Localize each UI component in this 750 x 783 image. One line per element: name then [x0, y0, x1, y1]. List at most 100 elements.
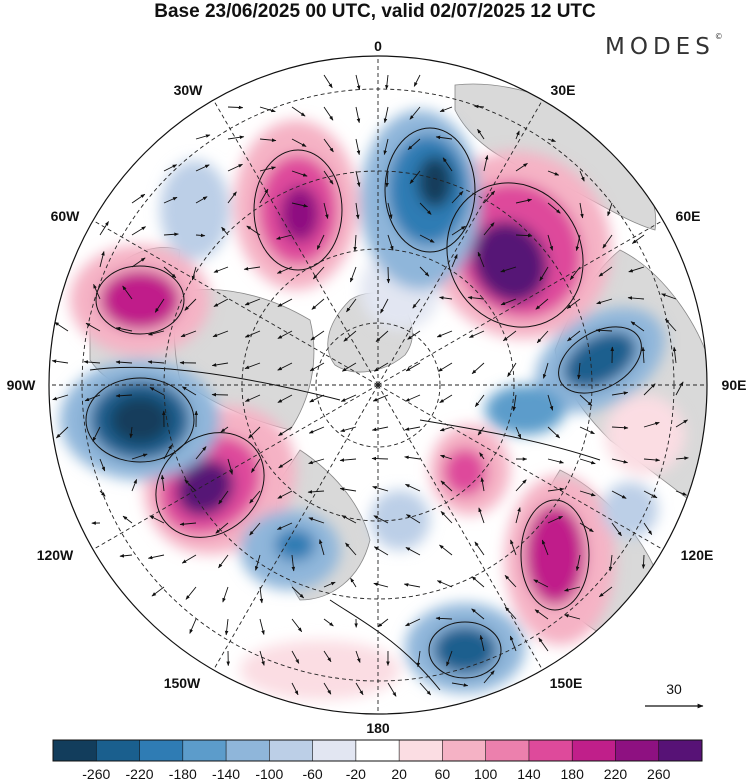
wind-vector [515, 130, 520, 140]
wind-vector [278, 426, 293, 436]
colorbar-swatch [399, 740, 443, 761]
wind-vector [56, 426, 69, 439]
wind-vector [442, 157, 453, 172]
anomaly-pos-labrador-core [100, 270, 180, 330]
contour-line [520, 499, 590, 611]
wind-vector [477, 251, 485, 268]
wind-vector [99, 221, 109, 236]
wind-vector [483, 222, 495, 236]
anomaly-neg-scandinavia-core [417, 156, 453, 208]
wind-vector [52, 394, 69, 401]
wind-vector [184, 298, 197, 311]
wind-vector [502, 330, 517, 342]
wind-vector [353, 234, 357, 252]
wind-vector [387, 234, 394, 251]
lon-label-180: 180 [366, 720, 390, 736]
anomaly-neg-arctic [370, 490, 430, 550]
wind-vector [471, 576, 485, 588]
wind-vector [195, 134, 211, 140]
colorbar-label: -140 [212, 766, 240, 782]
wind-vector [276, 234, 293, 240]
anomaly-neg-far-east [602, 482, 658, 538]
wind-vector [163, 196, 178, 204]
contour-line [384, 127, 476, 253]
wind-vector [507, 362, 517, 377]
wind-vector [316, 234, 325, 250]
wind-vector [474, 394, 485, 407]
wind-vector [547, 426, 561, 439]
colorbar-swatch [96, 740, 141, 761]
wind-vector [436, 580, 453, 588]
meridian-line [92, 384, 379, 550]
wind-vector [439, 394, 453, 404]
wind-vector [675, 456, 689, 460]
wind-vector [195, 164, 210, 172]
wind-vector [419, 266, 430, 277]
wind-vector [259, 138, 277, 142]
contour-line [155, 432, 265, 538]
meridian-line [213, 384, 379, 671]
wind-vector [579, 490, 596, 497]
wind-vector [212, 330, 229, 338]
wind-vector [131, 226, 147, 236]
wind-vector [119, 554, 133, 558]
wind-vector [672, 346, 677, 364]
wind-vector [509, 635, 517, 652]
wind-vector [189, 618, 197, 634]
contour-line [253, 149, 343, 271]
wind-vector [195, 446, 207, 460]
wind-vector [515, 233, 533, 238]
colorbar-label: 100 [474, 766, 498, 782]
wind-vector [339, 458, 357, 462]
wind-vector [480, 477, 485, 492]
wind-vector [387, 682, 397, 697]
lon-label-90w: 90W [7, 377, 37, 393]
wind-vector [291, 554, 296, 572]
wind-vector [259, 650, 265, 666]
wind-vector [147, 360, 165, 364]
wind-vector [643, 522, 653, 536]
wind-vector [51, 359, 69, 364]
map-title: Base 23/06/2025 00 UTC, valid 02/07/2025… [154, 1, 596, 22]
anomaly-pos-kara-core [443, 448, 487, 496]
wind-vector [149, 386, 165, 396]
wind-vector [611, 458, 629, 464]
wind-vector [277, 330, 293, 339]
wind-vector [547, 170, 560, 176]
wind-vector [595, 328, 613, 333]
lon-label-30w: 30W [174, 82, 204, 98]
wind-vector [355, 650, 361, 663]
wind-vector [323, 202, 329, 219]
wind-vector [259, 586, 264, 604]
wind-vector [308, 426, 325, 434]
brand-logo: MODES© [605, 32, 723, 60]
colorbar-label: -100 [255, 766, 283, 782]
wind-vector [249, 490, 261, 504]
wind-vector [179, 522, 197, 526]
wind-vector [218, 490, 229, 505]
wind-vector [291, 170, 308, 177]
colorbar-swatch [312, 740, 357, 761]
wind-vector [385, 74, 389, 90]
colorbar-swatch [182, 740, 227, 761]
wind-vector [373, 546, 389, 556]
colorbar-swatch [442, 740, 487, 761]
contour-line [419, 419, 601, 461]
wind-vector [307, 490, 325, 494]
wind-vector [471, 362, 485, 375]
wind-vector [131, 193, 146, 204]
wind-vector [99, 458, 106, 472]
wind-vector [319, 539, 325, 556]
wind-vector [122, 285, 133, 300]
colorbar-swatch [658, 740, 703, 761]
wind-vector [323, 106, 334, 121]
meridian-line [377, 384, 543, 671]
anomaly-pos-atlantic-core [280, 186, 320, 242]
anomaly-pos-pacific-south [240, 640, 400, 700]
wind-vector [163, 164, 178, 172]
wind-vector [451, 254, 458, 268]
wind-vector [355, 202, 360, 220]
wind-vector [477, 128, 485, 140]
colorbar-label: 20 [391, 766, 407, 782]
wind-vectors [51, 74, 689, 697]
